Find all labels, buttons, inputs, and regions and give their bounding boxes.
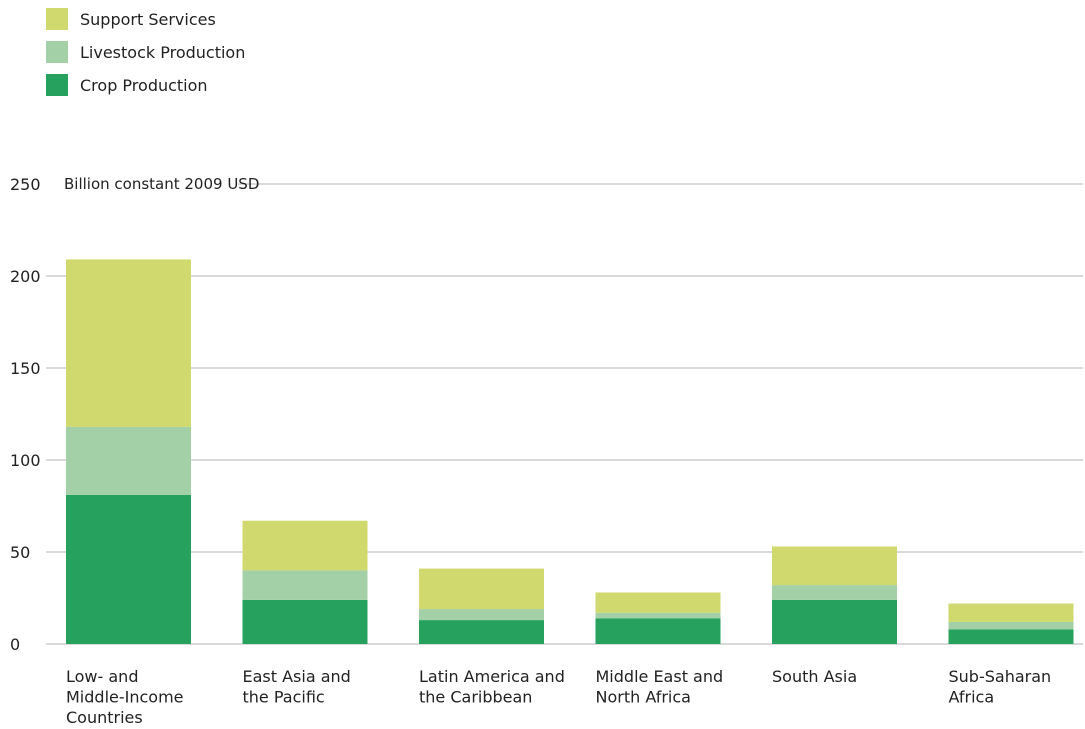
category-label: South Asia xyxy=(772,667,857,686)
bar-segment xyxy=(242,520,368,571)
bar-segment xyxy=(948,603,1074,622)
category-label: Countries xyxy=(66,708,143,727)
unit-label: Billion constant 2009 USD xyxy=(64,175,259,193)
category-label: Low- and xyxy=(66,667,138,686)
legend-item: Support Services xyxy=(46,8,245,30)
bar-segment xyxy=(66,259,191,427)
y-tick-label: 250 xyxy=(10,175,41,194)
bar-segment xyxy=(242,599,368,644)
bar-segment xyxy=(772,599,897,644)
category-label: Africa xyxy=(949,688,995,707)
bar-segment xyxy=(772,585,897,600)
y-tick-label: 100 xyxy=(10,451,41,470)
category-label: Latin America and xyxy=(419,667,565,686)
legend-item: Livestock Production xyxy=(46,41,245,63)
category-label: the Pacific xyxy=(243,688,325,707)
bar-segment xyxy=(419,620,544,644)
legend-swatch xyxy=(46,8,68,30)
legend-item: Crop Production xyxy=(46,74,245,96)
bar-segment xyxy=(419,568,544,610)
bar-segment xyxy=(419,609,544,621)
legend-label: Livestock Production xyxy=(80,42,246,62)
category-label: Sub-Saharan xyxy=(949,667,1052,686)
legend-swatch xyxy=(46,74,68,96)
category-label: East Asia and xyxy=(243,667,351,686)
bar-segment xyxy=(948,629,1074,644)
bar-segment xyxy=(595,592,721,613)
category-label: the Caribbean xyxy=(419,688,532,707)
bar-segment xyxy=(772,546,897,586)
category-label: North Africa xyxy=(596,688,691,707)
legend-label: Crop Production xyxy=(80,75,208,95)
y-tick-label: 50 xyxy=(10,543,30,562)
legend: Support Services Livestock Production Crop… xyxy=(46,8,245,107)
bar-segment xyxy=(948,621,1074,630)
legend-swatch xyxy=(46,41,68,63)
bar-segment xyxy=(66,426,191,495)
bar-segment xyxy=(66,494,191,644)
y-tick-label: 150 xyxy=(10,359,41,378)
y-tick-label: 0 xyxy=(10,635,20,654)
bar-segment xyxy=(595,612,721,619)
bar-segment xyxy=(242,570,368,600)
bar-segment xyxy=(595,618,721,644)
category-label: Middle-Income xyxy=(66,688,184,707)
legend-label: Support Services xyxy=(80,9,216,29)
category-label: Middle East and xyxy=(596,667,724,686)
y-tick-label: 200 xyxy=(10,267,41,286)
